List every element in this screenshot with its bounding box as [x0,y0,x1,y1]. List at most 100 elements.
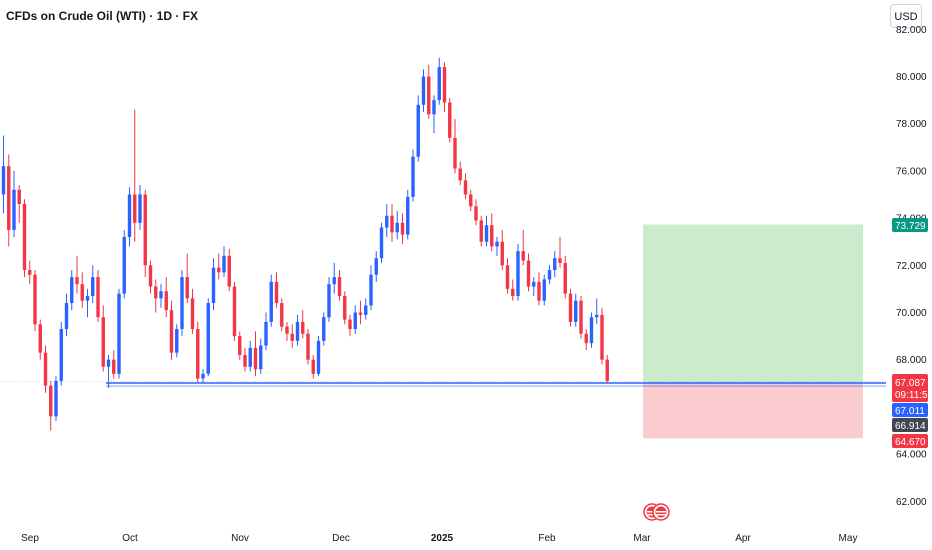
candle [49,380,53,431]
candle [526,253,531,292]
candle [553,251,557,278]
stop-tag-text: 64.670 [895,437,926,448]
candle [484,215,489,247]
candle [495,236,499,256]
candle-body [448,102,452,138]
candle [96,270,100,322]
candle [448,97,452,143]
candle [316,336,321,377]
candle [558,236,562,268]
candle [400,213,405,245]
candle [469,189,473,212]
candle [28,260,32,285]
candle-body [117,293,121,374]
candle [190,288,195,334]
currency-button[interactable]: USD [890,4,922,28]
candle [290,324,294,348]
candle-body [75,277,79,285]
candle-body [85,295,90,301]
candle [169,300,174,360]
candle [605,354,609,384]
y-tick-label: 78.000 [896,119,927,130]
candle-body [238,336,242,355]
candle [217,253,221,280]
candle [364,298,368,320]
candle [148,260,153,294]
y-tick-label: 72.000 [896,261,927,272]
candle [211,258,216,311]
candle [327,277,331,322]
candle [101,305,105,372]
x-tick-label: Dec [332,533,350,544]
candle-body [322,317,326,341]
candle-body [28,270,32,275]
candle [306,329,310,365]
candle-body [490,225,494,247]
chart-title: CFDs on Crude Oil (WTI) · 1D · FX [6,9,198,23]
candle [127,187,132,247]
candle-body [227,255,231,287]
candle-body [59,329,63,381]
candle [43,345,48,393]
dark-level-tag-text: 66.914 [895,421,926,432]
candle [138,185,142,230]
candle [458,161,462,186]
candle-body [22,203,27,271]
candle-body [395,222,399,233]
candle [379,222,384,263]
candle [563,255,567,299]
candle-body [274,281,279,304]
time-axis: Sep Oct Nov Dec 2025 Feb Mar Apr May [21,533,857,544]
candle-body [442,67,447,103]
candle-body [295,321,300,341]
support-tag-bg [892,403,928,417]
candle-body [500,241,504,266]
candle [222,246,226,278]
candle-body [285,326,289,334]
candle-body [484,225,489,242]
candle-body [568,293,573,322]
candle-body [91,277,95,296]
candle [117,288,121,379]
candle [301,310,305,339]
candle [227,248,231,292]
candle-body [327,284,331,318]
candle-body [479,220,483,242]
candle [274,272,279,308]
candle [206,298,210,377]
candle [390,203,394,242]
candle [532,277,536,296]
candle [112,350,116,379]
candle [500,229,504,271]
y-tick-label: 68.000 [896,355,927,366]
candle-body [280,303,284,327]
candle-body [17,189,21,204]
candle-body [43,352,48,386]
candle-body [264,321,268,346]
candle [600,307,604,365]
candle-body [584,333,588,344]
candle-body [421,76,426,105]
candle-body [122,236,126,294]
candle-body [516,251,520,296]
candle-body [416,104,420,157]
candle-body [432,100,436,115]
candle [542,274,546,306]
candle-body [217,267,221,273]
candle [358,300,363,325]
candle-body [7,166,11,230]
candle-body [505,265,510,289]
candle [17,185,21,223]
candle-body [511,288,515,296]
candle [547,265,552,285]
candle [411,149,415,202]
candle-body [521,251,525,261]
candles-group [1,57,609,431]
candle [143,189,147,278]
candle [395,211,399,240]
candle-body [138,194,142,223]
candle [264,312,268,351]
event-icon-stripe [647,514,657,516]
candle [232,281,237,341]
